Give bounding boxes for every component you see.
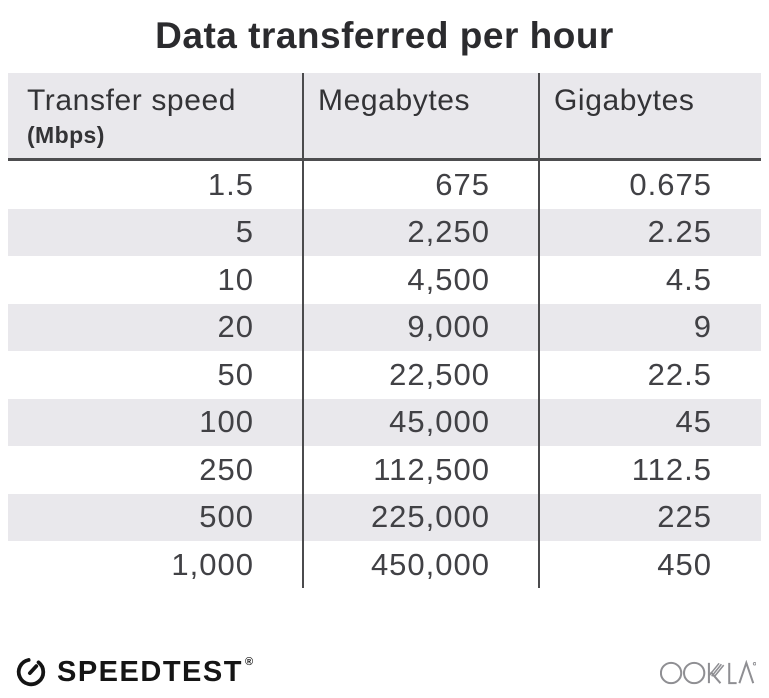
- cell-transfer-speed: 5: [235, 214, 254, 250]
- column-divider: [538, 73, 540, 588]
- cell-transfer-speed: 100: [199, 404, 254, 440]
- chart-title: Data transferred per hour: [155, 15, 614, 56]
- ookla-letter-l: [728, 662, 737, 685]
- cell-gigabytes: 22.5: [647, 356, 712, 392]
- registered-trademark-symbol: ®: [244, 656, 254, 668]
- cell-megabytes: 225,000: [370, 499, 490, 535]
- column-header-label: Megabytes: [318, 84, 471, 117]
- table-row: 1,000 450,000 450: [8, 541, 761, 589]
- table-body: 1.5 675 0.675 5 2,250 2.25 10 4,500 4.5 20 9,000 9 5…: [8, 161, 761, 589]
- cell-transfer-speed: 1,000: [171, 546, 254, 582]
- ookla-letter-k: [707, 662, 725, 684]
- cell-gigabytes: 45: [675, 404, 712, 440]
- column-divider: [302, 73, 304, 588]
- speedtest-wordmark: SPEEDTEST: [57, 656, 243, 688]
- cell-gigabytes: 450: [657, 546, 712, 582]
- cell-gigabytes: 225: [657, 499, 712, 535]
- cell-transfer-speed: 1.5: [207, 166, 254, 202]
- column-header-label: Transfer speed: [27, 84, 237, 117]
- cell-transfer-speed: 20: [217, 309, 254, 345]
- cell-megabytes: 45,000: [389, 404, 490, 440]
- cell-megabytes: 22,500: [389, 356, 490, 392]
- data-table: Transfer speed (Mbps) Megabytes Gigabyte…: [8, 73, 761, 589]
- table-row: 1.5 675 0.675: [8, 161, 761, 209]
- cell-megabytes: 4,500: [407, 261, 490, 297]
- column-header-megabytes: Megabytes: [303, 73, 539, 158]
- cell-gigabytes: 112.5: [631, 451, 712, 487]
- ookla-letter-a: [738, 660, 755, 684]
- table-row: 100 45,000 45: [8, 398, 761, 446]
- cell-megabytes: 2,250: [407, 214, 490, 250]
- table-row: 20 9,000 9: [8, 303, 761, 351]
- cell-gigabytes: 4.5: [665, 261, 712, 297]
- cell-megabytes: 675: [435, 166, 490, 202]
- cell-gigabytes: 9: [693, 309, 712, 345]
- column-header-transfer-speed: Transfer speed (Mbps): [8, 73, 303, 158]
- table-row: 10 4,500 4.5: [8, 256, 761, 304]
- cell-gigabytes: 0.675: [629, 166, 712, 202]
- cell-transfer-speed: 250: [199, 451, 254, 487]
- table-row: 50 22,500 22.5: [8, 351, 761, 399]
- table-header-row: Transfer speed (Mbps) Megabytes Gigabyte…: [8, 73, 761, 161]
- ookla-letter-o: [660, 661, 683, 685]
- cell-transfer-speed: 500: [199, 499, 254, 535]
- table-row: 5 2,250 2.25: [8, 208, 761, 256]
- cell-megabytes: 112,500: [373, 451, 490, 487]
- cell-transfer-speed: 50: [217, 356, 254, 392]
- table-row: 500 225,000 225: [8, 493, 761, 541]
- cell-transfer-speed: 10: [217, 261, 254, 297]
- ookla-trademark-symbol: [752, 662, 756, 666]
- column-header-unit: (Mbps): [27, 122, 105, 148]
- cell-megabytes: 450,000: [370, 546, 490, 582]
- ookla-letter-o: [682, 661, 706, 685]
- speedtest-gauge-icon: [16, 658, 46, 687]
- ookla-logo: [660, 660, 756, 685]
- cell-gigabytes: 2.25: [647, 214, 712, 250]
- column-header-gigabytes: Gigabytes: [539, 73, 761, 158]
- column-header-label: Gigabytes: [554, 84, 695, 117]
- table-row: 250 112,500 112.5: [8, 446, 761, 494]
- cell-megabytes: 9,000: [407, 309, 490, 345]
- speedtest-logo: SPEEDTEST ®: [14, 655, 253, 689]
